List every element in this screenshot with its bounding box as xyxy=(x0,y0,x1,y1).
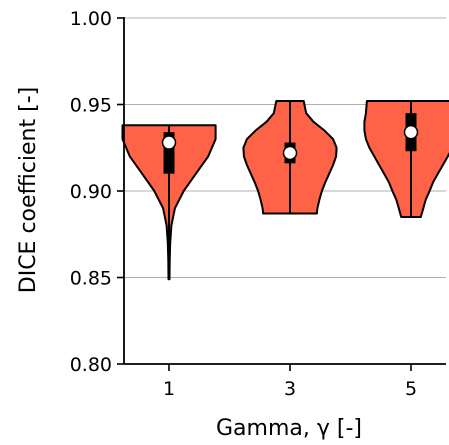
x-tick-label: 3 xyxy=(284,378,296,400)
violin-body xyxy=(363,100,449,218)
x-tick-label: 1 xyxy=(163,378,175,400)
y-axis-label: DICE coefficient [-] xyxy=(16,87,41,293)
violin-group xyxy=(121,124,217,281)
median-marker xyxy=(282,145,298,161)
violins xyxy=(121,100,449,281)
median-marker xyxy=(403,124,419,140)
x-tick-label: 5 xyxy=(405,378,417,400)
ticks: 0.80 0.85 0.90 0.95 1.00 1 3 5 xyxy=(70,8,417,400)
violin-group xyxy=(363,100,449,218)
y-tick-label: 0.80 xyxy=(70,354,112,376)
y-tick-label: 0.85 xyxy=(70,268,112,290)
y-tick-label: 0.90 xyxy=(70,181,112,203)
iqr-box xyxy=(163,132,175,174)
median-marker xyxy=(161,135,177,150)
violin-group xyxy=(242,100,338,215)
y-tick-label: 0.95 xyxy=(70,95,112,117)
y-tick-label: 1.00 xyxy=(70,8,112,30)
x-axis-label: Gamma, γ [-] xyxy=(216,416,362,441)
